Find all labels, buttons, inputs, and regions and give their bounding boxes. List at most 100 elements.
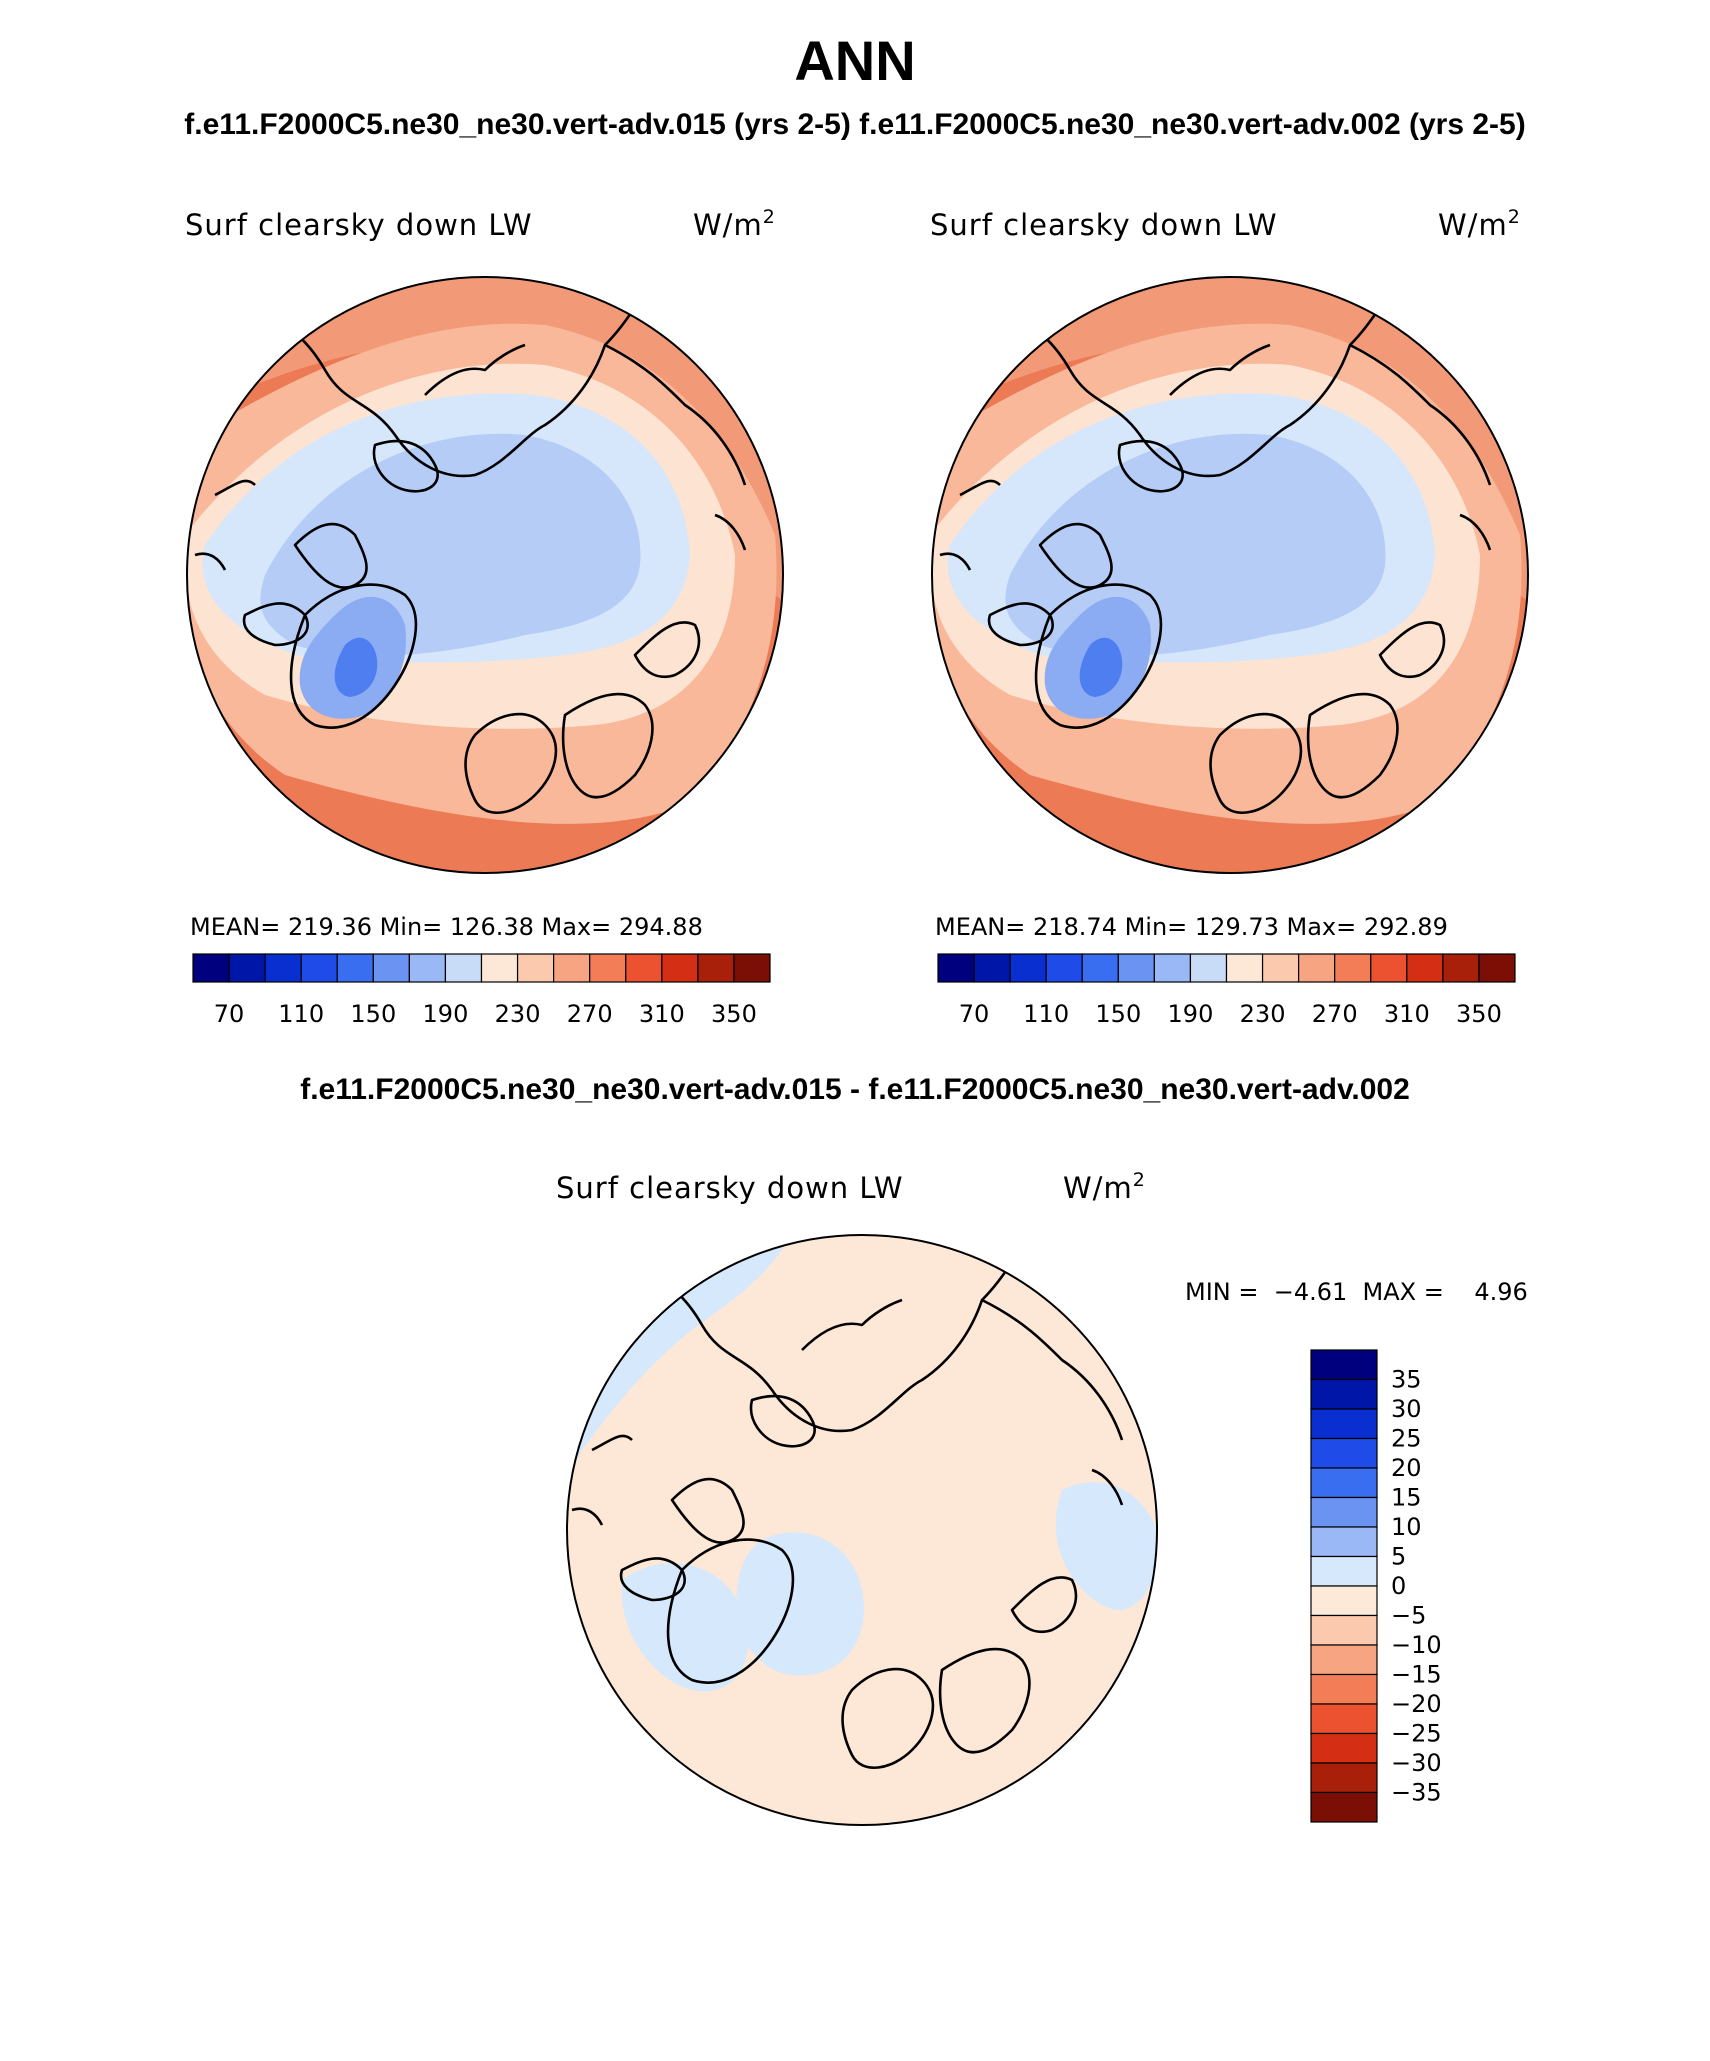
diff-colorbar-tick-label: 35 xyxy=(1391,1366,1422,1394)
left-stats: MEAN= 219.36 Min= 126.38 Max= 294.88 xyxy=(190,913,703,941)
diff-colorbar-tick-label: −15 xyxy=(1391,1661,1442,1689)
left-colorbar-box xyxy=(625,953,663,983)
diff-colorbar-tick-label: 0 xyxy=(1391,1572,1406,1600)
right-colorbar-box xyxy=(1009,953,1047,983)
diff-minmax: MIN = −4.61 MAX = 4.96 xyxy=(1185,1278,1528,1306)
left-colorbar-tick-label: 230 xyxy=(495,1000,541,1028)
case-a-title: f.e11.F2000C5.ne30_ne30.vert-adv.015 (yr… xyxy=(184,108,851,141)
diff-colorbar-box xyxy=(1310,1437,1378,1469)
right-colorbar-box xyxy=(1298,953,1336,983)
diff-colorbar-tick-label: 15 xyxy=(1391,1484,1422,1512)
left-map-boundary xyxy=(186,276,784,874)
diff-colorbar-tick-label: −10 xyxy=(1391,1631,1442,1659)
left-colorbar-box xyxy=(733,953,771,983)
diff-colorbar-box xyxy=(1310,1762,1378,1794)
diff-colorbar-box xyxy=(1310,1791,1378,1823)
left-colorbar-box xyxy=(192,953,230,983)
diff-map-boundary xyxy=(566,1234,1158,1826)
case-titles: f.e11.F2000C5.ne30_ne30.vert-adv.015 (yr… xyxy=(0,108,1710,142)
right-colorbar-box xyxy=(937,953,975,983)
left-colorbar-tick-label: 70 xyxy=(214,1000,245,1028)
right-colorbar-tick-label: 350 xyxy=(1456,1000,1502,1028)
right-colorbar-box xyxy=(1478,953,1516,983)
diff-colorbar-tick-label: −35 xyxy=(1391,1779,1442,1807)
right-colorbar-tick-label: 230 xyxy=(1240,1000,1286,1028)
left-colorbar-box xyxy=(516,953,555,983)
left-colorbar-tick-label: 110 xyxy=(278,1000,324,1028)
case-b-title: f.e11.F2000C5.ne30_ne30.vert-adv.002 (yr… xyxy=(859,108,1526,141)
right-colorbar-box xyxy=(973,953,1011,983)
diff-colorbar-tick-label: 30 xyxy=(1391,1395,1422,1423)
left-colorbar-tick-label: 150 xyxy=(350,1000,396,1028)
left-colorbar-box xyxy=(372,953,410,983)
left-colorbar-box xyxy=(444,953,483,983)
diff-panel: Surf clearsky down LW W/m2 MIN = −4.61 M… xyxy=(556,1169,1528,1826)
left-colorbar-box xyxy=(661,953,699,983)
left-colorbar-box xyxy=(336,953,374,983)
right-colorbar-box xyxy=(1153,953,1192,983)
left-colorbar-box xyxy=(697,953,735,983)
left-colorbar-box xyxy=(300,953,338,983)
diff-colorbar-tick-label: −20 xyxy=(1391,1690,1442,1718)
right-colorbar-tick-label: 70 xyxy=(959,1000,990,1028)
left-colorbar-box xyxy=(408,953,447,983)
right-variable-label: Surf clearsky down LW xyxy=(930,208,1278,242)
right-colorbar-box xyxy=(1261,953,1300,983)
figure-title: ANN xyxy=(794,29,916,92)
diff-colorbar-box xyxy=(1310,1349,1378,1381)
right-colorbar-box xyxy=(1406,953,1444,983)
right-colorbar-box xyxy=(1045,953,1083,983)
left-colorbar-tick-label: 270 xyxy=(567,1000,613,1028)
diff-colorbar-box xyxy=(1310,1585,1378,1617)
left-colorbar: 70 110 150 190 230 270 310 350 xyxy=(192,953,771,1028)
right-map-boundary xyxy=(931,276,1529,874)
right-colorbar-box xyxy=(1117,953,1155,983)
diff-colorbar-box xyxy=(1310,1496,1378,1528)
right-stats: MEAN= 218.74 Min= 129.73 Max= 292.89 xyxy=(935,913,1448,941)
right-units-label: W/m2 xyxy=(1438,206,1521,242)
right-colorbar-tick-label: 270 xyxy=(1312,1000,1358,1028)
right-map xyxy=(932,277,1528,873)
right-panel: Surf clearsky down LW W/m2 MEAN= 218.74 … xyxy=(930,206,1529,1028)
right-colorbar-box xyxy=(1370,953,1408,983)
right-colorbar-box xyxy=(1334,953,1372,983)
left-colorbar-box xyxy=(589,953,627,983)
diff-colorbar-box xyxy=(1310,1732,1378,1764)
diff-colorbar-tick-label: 25 xyxy=(1391,1425,1422,1453)
left-colorbar-tick-label: 310 xyxy=(639,1000,685,1028)
diff-colorbar-tick-label: 10 xyxy=(1391,1513,1422,1541)
left-panel: Surf clearsky down LW W/m2 MEAN= 219.36 … xyxy=(185,206,784,1028)
left-variable-label: Surf clearsky down LW xyxy=(185,208,533,242)
diff-colorbar-box xyxy=(1310,1378,1378,1410)
left-map xyxy=(187,277,783,873)
right-colorbar: 70 110 150 190 230 270 310 350 xyxy=(937,953,1516,1028)
diff-colorbar-box xyxy=(1310,1614,1378,1646)
right-colorbar-box xyxy=(1081,953,1119,983)
diff-colorbar-tick-label: 5 xyxy=(1391,1543,1406,1571)
diff-colorbar-box xyxy=(1310,1673,1378,1705)
difference-title: f.e11.F2000C5.ne30_ne30.vert-adv.015 - f… xyxy=(300,1073,1410,1106)
diff-colorbar-box xyxy=(1310,1555,1378,1587)
diff-colorbar-tick-label: −5 xyxy=(1391,1602,1426,1630)
diff-colorbar-box xyxy=(1310,1408,1378,1440)
right-colorbar-tick-label: 310 xyxy=(1384,1000,1430,1028)
diff-colorbar-box xyxy=(1310,1703,1378,1735)
diff-colorbar-tick-label: −30 xyxy=(1391,1749,1442,1777)
diff-variable-label: Surf clearsky down LW xyxy=(556,1171,904,1205)
right-colorbar-tick-label: 110 xyxy=(1023,1000,1069,1028)
diff-units-label: W/m2 xyxy=(1063,1169,1146,1205)
left-colorbar-box xyxy=(553,953,591,983)
right-colorbar-box xyxy=(1189,953,1228,983)
diff-colorbar-tick-label: 20 xyxy=(1391,1454,1422,1482)
left-colorbar-tick-label: 350 xyxy=(711,1000,757,1028)
left-colorbar-box xyxy=(264,953,302,983)
diff-colorbar-box xyxy=(1310,1526,1378,1558)
left-colorbar-box xyxy=(480,953,519,983)
left-colorbar-box xyxy=(228,953,266,983)
right-colorbar-box xyxy=(1442,953,1480,983)
left-colorbar-tick-label: 190 xyxy=(423,1000,469,1028)
diff-colorbar-box xyxy=(1310,1644,1378,1676)
right-colorbar-tick-label: 150 xyxy=(1095,1000,1141,1028)
